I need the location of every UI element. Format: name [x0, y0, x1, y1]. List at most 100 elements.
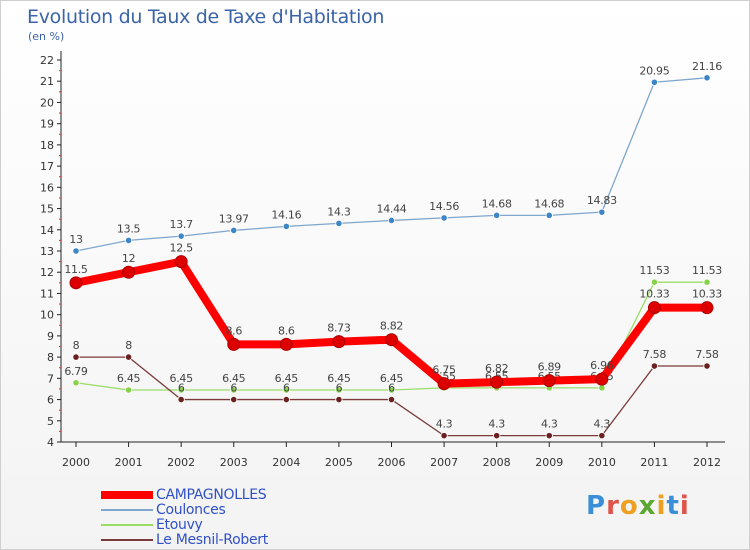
data-point-coulonces	[387, 216, 396, 225]
legend-item-etouvy: Etouvy	[101, 517, 203, 533]
y-tick-label: 10	[40, 309, 54, 322]
data-point-etouvy	[124, 386, 133, 394]
data-point-campagnolles	[227, 337, 241, 351]
y-tick-label: 8	[47, 351, 54, 364]
data-label-etouvy: 11.53	[639, 264, 669, 277]
data-point-campagnolles	[542, 374, 556, 388]
data-point-le-mesnil-robert	[230, 395, 238, 404]
y-tick-label: 19	[40, 118, 54, 131]
x-tick-label: 2001	[115, 456, 143, 469]
data-label-etouvy: 6.45	[222, 372, 246, 385]
data-label-etouvy: 6.45	[117, 372, 141, 385]
data-point-campagnolles	[122, 265, 136, 279]
y-tick-label: 12	[40, 266, 54, 279]
data-point-campagnolles	[490, 375, 504, 389]
y-tick-label: 5	[47, 415, 54, 428]
x-tick-label: 2002	[167, 456, 195, 469]
y-tick-label: 16	[40, 181, 54, 194]
y-tick-label: 15	[40, 203, 54, 216]
x-tick-label: 2005	[325, 456, 353, 469]
data-label-le-mesnil-robert: 4.3	[436, 418, 453, 431]
data-point-coulonces	[650, 78, 659, 86]
data-label-coulonces: 21.16	[692, 60, 722, 73]
data-point-coulonces	[177, 232, 185, 240]
y-tick-label: 18	[40, 139, 54, 152]
y-tick-label: 9	[47, 330, 54, 343]
data-point-coulonces	[230, 226, 238, 235]
x-tick-label: 2012	[693, 456, 721, 469]
y-tick-label: 4	[47, 436, 54, 449]
data-point-etouvy	[703, 278, 711, 286]
data-label-etouvy: 11.53	[692, 264, 722, 277]
data-point-le-mesnil-robert	[72, 353, 80, 361]
data-label-etouvy: 6.45	[327, 372, 351, 385]
data-label-le-mesnil-robert: 6	[230, 382, 237, 395]
y-tick-label: 7	[47, 372, 54, 385]
data-label-le-mesnil-robert: 8	[125, 339, 132, 352]
data-point-le-mesnil-robert	[545, 432, 553, 440]
data-label-coulonces: 14.68	[482, 197, 512, 210]
data-label-campagnolles: 6.96	[590, 359, 614, 372]
data-point-coulonces	[598, 208, 606, 216]
data-label-le-mesnil-robert: 6	[336, 382, 343, 395]
data-label-coulonces: 14.68	[534, 197, 564, 210]
data-point-campagnolles	[332, 335, 346, 349]
y-tick-label: 20	[40, 96, 54, 109]
data-point-campagnolles	[437, 377, 451, 391]
data-point-le-mesnil-robert	[387, 395, 396, 404]
data-label-le-mesnil-robert: 4.3	[488, 418, 505, 431]
data-point-etouvy	[387, 386, 396, 394]
data-point-etouvy	[282, 386, 290, 394]
data-label-coulonces: 14.44	[377, 202, 407, 215]
data-point-le-mesnil-robert	[177, 395, 185, 404]
legend-swatch-etouvy	[101, 524, 153, 526]
data-label-campagnolles: 8.6	[225, 324, 242, 337]
data-label-campagnolles: 6.89	[538, 361, 562, 374]
data-label-campagnolles: 10.33	[639, 288, 669, 301]
x-tick-label: 2010	[588, 456, 616, 469]
data-point-coulonces	[545, 211, 553, 219]
data-point-etouvy	[177, 386, 185, 394]
data-point-campagnolles	[700, 301, 714, 315]
y-tick-label: 21	[40, 75, 54, 88]
x-tick-label: 2007	[430, 456, 458, 469]
data-point-coulonces	[335, 219, 343, 228]
legend-swatch-coulonces	[101, 509, 153, 511]
x-tick-label: 2000	[62, 456, 90, 469]
data-point-coulonces	[72, 247, 80, 255]
data-label-le-mesnil-robert: 8	[73, 339, 80, 352]
data-label-coulonces: 14.83	[587, 194, 617, 207]
data-point-le-mesnil-robert	[124, 353, 133, 361]
legend-label-campagnolles: CAMPAGNOLLES	[156, 487, 267, 503]
y-tick-label: 6	[47, 394, 54, 407]
data-point-le-mesnil-robert	[493, 432, 501, 440]
data-label-etouvy: 6.79	[64, 365, 88, 378]
data-label-coulonces: 13.5	[117, 222, 141, 235]
data-label-le-mesnil-robert: 6	[178, 382, 185, 395]
data-point-coulonces	[124, 236, 133, 244]
chart-unit-label: (en %)	[28, 30, 65, 43]
data-label-campagnolles: 12.5	[170, 242, 194, 255]
legend-label-coulonces: Coulonces	[156, 502, 226, 518]
data-label-le-mesnil-robert: 7.58	[643, 348, 667, 361]
data-point-coulonces	[282, 222, 290, 230]
data-point-coulonces	[703, 74, 711, 82]
data-label-campagnolles: 12	[122, 252, 135, 265]
legend-swatch-campagnolles	[101, 491, 153, 499]
data-point-campagnolles	[69, 276, 83, 290]
data-label-coulonces: 13.97	[219, 212, 249, 225]
data-label-etouvy: 6.45	[380, 372, 404, 385]
data-point-le-mesnil-robert	[282, 395, 290, 404]
data-point-campagnolles	[279, 337, 293, 351]
data-label-campagnolles: 8.82	[380, 320, 403, 333]
data-label-coulonces: 14.16	[271, 208, 301, 221]
data-point-le-mesnil-robert	[598, 432, 606, 440]
data-label-campagnolles: 6.82	[485, 362, 508, 375]
data-label-le-mesnil-robert: 4.3	[541, 418, 558, 431]
legend-item-coulonces: Coulonces	[101, 502, 226, 518]
x-tick-label: 2008	[483, 456, 511, 469]
chart-title: Evolution du Taux de Taxe d'Habitation	[27, 6, 385, 28]
data-point-etouvy	[72, 379, 80, 387]
